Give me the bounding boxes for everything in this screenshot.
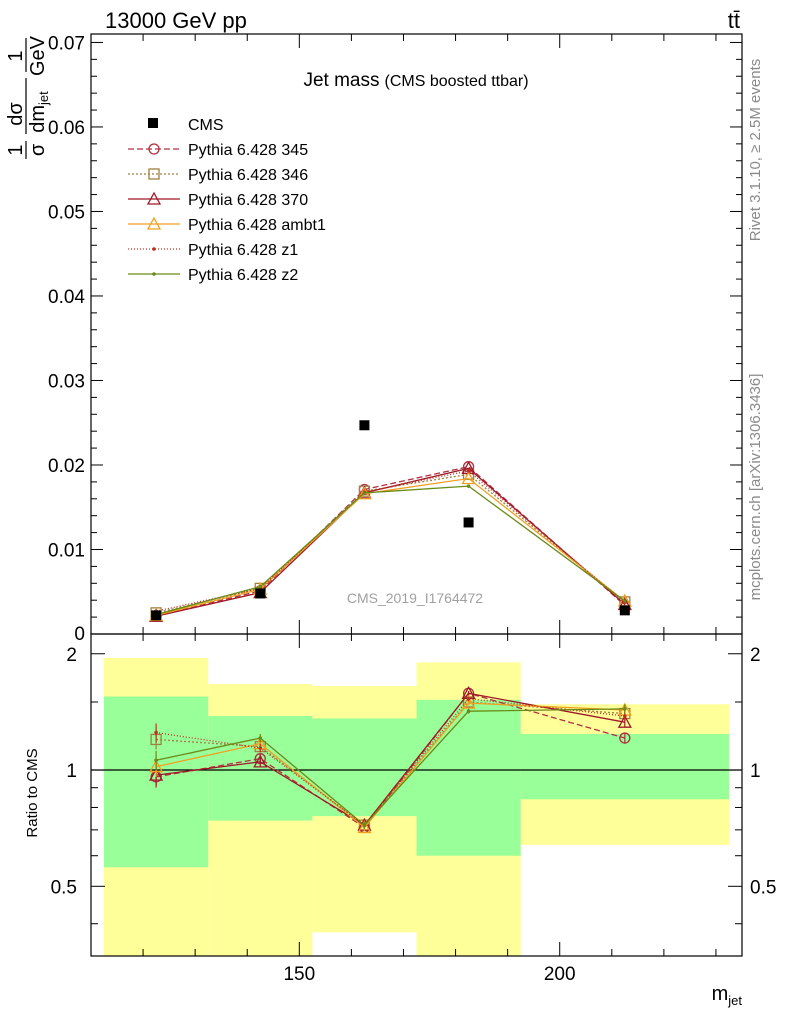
- legend-label-0: Pythia 6.428 345: [188, 142, 308, 159]
- series-3-main-point-3: [461, 471, 476, 485]
- series-5-main-point-1: [258, 584, 263, 589]
- legend-label-5: Pythia 6.428 z2: [188, 267, 298, 284]
- series-4-main-point-3: [466, 469, 471, 473]
- legend: CMS Pythia 6.428 345 Pythia 6.428 346 Pythi…: [128, 117, 326, 284]
- series-5-main-point-4: [623, 599, 627, 603]
- data-point-2: [359, 420, 370, 431]
- main-panel: Jet mass (CMS boosted ttbar) CMS_2019_I17…: [48, 33, 743, 645]
- data-point-1: [255, 588, 266, 599]
- main-ytick-label-2: 0.03: [48, 371, 85, 392]
- rivet-label: Rivet 3.1.10, ≥ 2.5M events: [747, 59, 764, 242]
- series-4-ratio-point-4: [623, 714, 627, 718]
- legend-label-4: Pythia 6.428 z1: [188, 242, 298, 259]
- legend-marker-4: [152, 247, 156, 251]
- band-inner-3: [416, 699, 521, 856]
- mcplots-label: mcplots.cern.ch [arXiv:1306.3436]: [747, 374, 764, 601]
- ratio-ylabel: Ratio to CMS: [24, 748, 41, 837]
- data-point-3: [463, 517, 474, 528]
- band-inner-4: [520, 733, 729, 800]
- ratio-ytick-label-1: 1: [66, 761, 77, 782]
- series-5-ratio-point-4: [623, 707, 627, 711]
- watermark: CMS_2019_I1764472: [347, 590, 483, 606]
- series-5-ratio-point-3: [466, 709, 471, 714]
- series-5-ratio-point-0: [154, 758, 158, 763]
- legend-label-1: Pythia 6.428 346: [188, 167, 308, 184]
- ylabel-frac3-den: GeV: [27, 35, 49, 76]
- legend-marker-5: [152, 272, 156, 276]
- ylabel-frac1-num: 1: [5, 144, 27, 155]
- series-3-ratio-point-0: [149, 759, 164, 773]
- series-2-ratio-point-0: [149, 767, 164, 781]
- main-ylabel: 1 σ dσ dmjet 1 GeV: [5, 35, 51, 159]
- series-0-ratio-point-4: [619, 732, 631, 744]
- ylabel-frac2-den: dmjet: [27, 91, 51, 133]
- ratio-panel: 150 200 0.5 0.5 1 1 2 2: [51, 633, 776, 985]
- series-4-ratio-point-0: [154, 730, 158, 735]
- header-right: tt̄: [728, 8, 740, 33]
- main-ytick-label-6: 0.07: [48, 33, 85, 54]
- ratio-ytick-label-0: 0.5: [51, 877, 77, 898]
- series-3-ratio-point-2: [357, 820, 372, 834]
- data-point-4: [619, 605, 630, 616]
- main-ytick-label-4: 0.05: [48, 202, 85, 223]
- series-5-main-point-3: [466, 484, 471, 488]
- ratio-ytick-label-2: 2: [66, 645, 77, 666]
- series-5-ratio-point-1: [258, 736, 263, 740]
- x-axis-label: mjet: [712, 983, 743, 1008]
- main-ytick-label-1: 0.02: [48, 456, 85, 477]
- x-tick-label-1: 200: [544, 964, 576, 985]
- legend-marker-2: [146, 191, 162, 205]
- legend-label-2: Pythia 6.428 370: [188, 192, 308, 209]
- legend-marker-0: [148, 143, 160, 155]
- band-inner-1: [208, 716, 313, 821]
- series-5-ratio-point-2: [362, 823, 367, 827]
- ratio-ytick-label-right-0: 0.5: [750, 877, 776, 898]
- header-left: 13000 GeV pp: [105, 8, 247, 33]
- legend-marker-1: [148, 168, 160, 180]
- ratio-ytick-label-right-1: 1: [750, 761, 761, 782]
- main-ytick-label-5: 0.06: [48, 118, 85, 139]
- main-ytick-label-3: 0.04: [48, 287, 85, 308]
- legend-label-3: Pythia 6.428 ambt1: [188, 217, 326, 234]
- legend-marker-3: [146, 216, 162, 230]
- series-5-main-point-2: [362, 491, 367, 495]
- ratio-frame: [90, 633, 743, 957]
- chart-title: Jet mass (CMS boosted ttbar): [303, 70, 528, 91]
- ratio-ytick-label-right-2: 2: [750, 645, 761, 666]
- ylabel-frac2-num: dσ: [5, 102, 27, 126]
- series-2-ratio-point-4: [617, 714, 632, 728]
- x-tick-label-0: 150: [283, 964, 315, 985]
- legend-label-data: CMS: [188, 117, 224, 134]
- main-ytick-label-zero: 0: [74, 624, 85, 645]
- band-inner-2: [312, 718, 417, 817]
- series-4-ratio-point-3: [466, 696, 471, 701]
- ylabel-frac1-den: σ: [27, 143, 49, 156]
- ylabel-frac3-num: 1: [5, 50, 27, 61]
- main-ytick-label-0: 0.01: [48, 540, 85, 561]
- series-2-ratio-point-1: [253, 754, 268, 768]
- data-point-0: [151, 610, 162, 621]
- legend-marker-data: [148, 118, 158, 128]
- series-4-ratio-point-1: [258, 746, 263, 750]
